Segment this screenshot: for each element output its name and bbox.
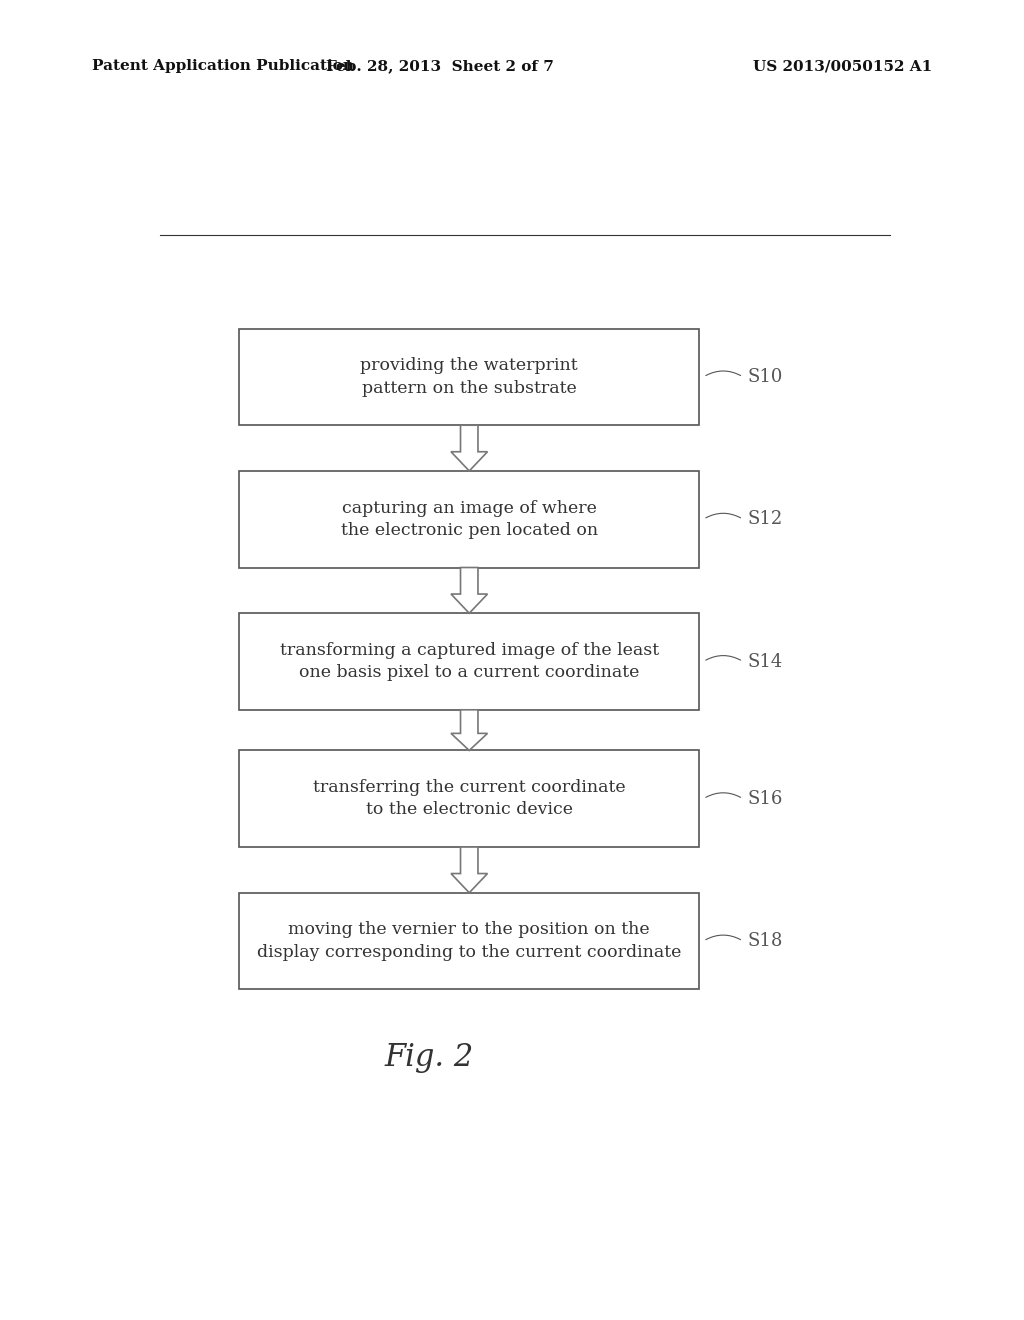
Text: US 2013/0050152 A1: US 2013/0050152 A1 xyxy=(753,59,932,74)
Bar xyxy=(240,751,699,847)
Text: S14: S14 xyxy=(748,652,782,671)
Text: Fig. 2: Fig. 2 xyxy=(385,1043,474,1073)
Text: Patent Application Publication: Patent Application Publication xyxy=(92,59,354,74)
Text: S12: S12 xyxy=(748,511,782,528)
Polygon shape xyxy=(451,847,487,892)
Polygon shape xyxy=(451,425,487,471)
Bar xyxy=(240,892,699,989)
Text: transferring the current coordinate
to the electronic device: transferring the current coordinate to t… xyxy=(313,779,626,818)
Text: S10: S10 xyxy=(748,368,782,385)
Polygon shape xyxy=(451,710,487,751)
Text: providing the waterprint
pattern on the substrate: providing the waterprint pattern on the … xyxy=(360,358,579,396)
Polygon shape xyxy=(451,568,487,614)
Text: moving the vernier to the position on the
display corresponding to the current c: moving the vernier to the position on th… xyxy=(257,921,681,961)
Text: S16: S16 xyxy=(748,789,782,808)
Bar xyxy=(240,614,699,710)
Text: capturing an image of where
the electronic pen located on: capturing an image of where the electron… xyxy=(341,500,598,539)
Text: transforming a captured image of the least
one basis pixel to a current coordina: transforming a captured image of the lea… xyxy=(280,642,658,681)
Bar xyxy=(240,471,699,568)
Text: Feb. 28, 2013  Sheet 2 of 7: Feb. 28, 2013 Sheet 2 of 7 xyxy=(327,59,554,74)
Text: S18: S18 xyxy=(748,932,782,950)
Bar xyxy=(240,329,699,425)
